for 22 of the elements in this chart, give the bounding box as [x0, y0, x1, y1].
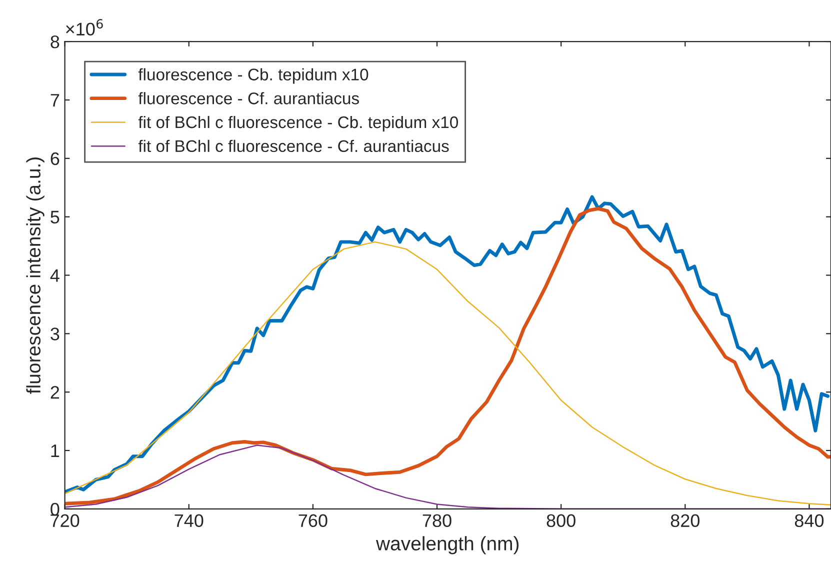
y-tick-label: 3: [50, 328, 60, 340]
x-tick-label: 820: [670, 514, 700, 528]
y-tick-label: 2: [50, 386, 60, 399]
x-tick-label: 800: [546, 514, 576, 528]
text: ×10$^{6}$: [66, 19, 103, 36]
legend-label: fluorescence - Cf. aurantiacus: [138, 92, 359, 104]
y-tick-label: 6: [50, 152, 60, 166]
x-tick-label: 840: [794, 514, 824, 528]
x-tick-label: 780: [422, 514, 452, 528]
x-axis-title: wavelength (nm): [376, 536, 519, 554]
legend-label: fit of BChl c fluorescence - Cb. tepidum x10: [138, 116, 458, 132]
y-axis-title: fluorescence intensity (a.u.): [26, 158, 44, 394]
y-tick-label: 7: [50, 94, 60, 107]
y-tick-label: 8: [50, 35, 60, 48]
legend-label: fit of BChl c fluorescence - Cf. aurantiacus: [138, 140, 449, 152]
legend-label: fluorescence - Cb. tepidum x10: [138, 68, 368, 84]
y-tick-label: 1: [51, 444, 60, 458]
x-tick-label: 740: [174, 514, 204, 528]
x-tick-label: 760: [298, 514, 328, 528]
y-tick-label: 4: [50, 269, 60, 282]
y-tick-label: 5: [50, 210, 60, 224]
x-tick-label: 720: [50, 514, 80, 528]
